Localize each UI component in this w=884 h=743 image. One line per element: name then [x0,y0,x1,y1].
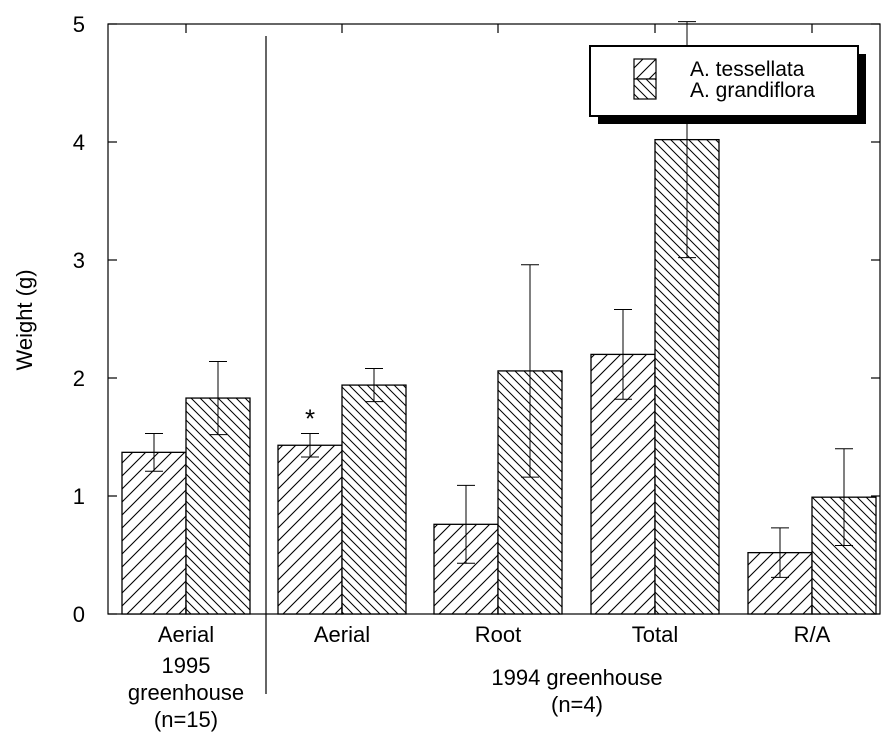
legend-swatch-tessellata [633,58,657,80]
y-tick-label: 1 [73,484,85,509]
group-label-line: greenhouse [128,680,244,705]
group-label-line: (n=4) [551,692,603,717]
bar [121,451,187,615]
group-label-line: (n=15) [154,707,218,732]
bar [341,384,407,615]
category-label: Root [475,622,521,647]
y-tick-label: 4 [73,130,85,155]
group-label-line: 1995 [162,653,211,678]
legend-swatch-grandiflora [633,78,657,100]
x-axis-categories: Aerial Aerial Root Total R/A [158,622,831,647]
y-tick-label: 0 [73,602,85,627]
category-label: Total [632,622,678,647]
category-label: Aerial [314,622,370,647]
y-axis-label: Weight (g) [12,269,37,370]
y-axis: 0 1 2 3 4 5 [73,12,880,627]
legend-label-grandiflora: A. grandiflora [690,79,815,102]
y-tick-label: 3 [73,248,85,273]
group-label-line: 1994 greenhouse [491,665,662,690]
bar [277,444,343,615]
significance-marker: * [305,403,315,433]
legend-label-tessellata: A. tessellata [690,58,805,81]
category-label: R/A [794,622,831,647]
legend: A. tessellata A. grandiflora [589,45,866,124]
y-tick-label: 5 [73,12,85,37]
bars [121,138,877,615]
category-label: Aerial [158,622,214,647]
y-tick-label: 2 [73,366,85,391]
